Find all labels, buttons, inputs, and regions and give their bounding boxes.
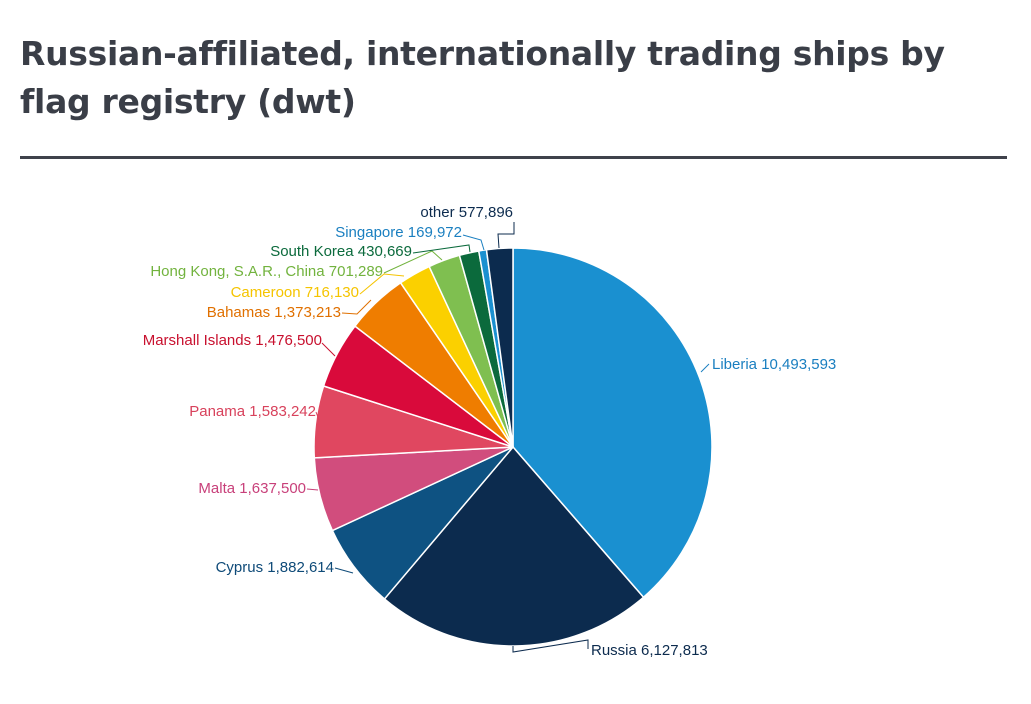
leader-line bbox=[306, 488, 319, 491]
chart-title: Russian-affiliated, internationally trad… bbox=[20, 34, 945, 121]
slice-label: Malta 1,637,500 bbox=[198, 480, 306, 497]
leader-line bbox=[341, 299, 372, 315]
leader-lines bbox=[306, 222, 710, 653]
pie-slice-russia bbox=[383, 445, 645, 647]
slice-label: Marshall Islands 1,476,500 bbox=[143, 332, 322, 349]
slice-label: Cyprus 1,882,614 bbox=[216, 559, 334, 576]
slice-label: Panama 1,583,242 bbox=[189, 403, 316, 420]
leader-line bbox=[383, 250, 443, 274]
slice-label: Cameroon 716,130 bbox=[231, 284, 359, 301]
title-divider bbox=[20, 156, 1007, 159]
leader-line bbox=[321, 342, 336, 357]
leader-line bbox=[497, 222, 515, 249]
leader-line bbox=[700, 363, 710, 373]
slice-label: Russia 6,127,813 bbox=[591, 642, 708, 659]
leader-line bbox=[315, 411, 320, 421]
pie-slices bbox=[313, 247, 713, 647]
leader-line bbox=[334, 567, 354, 574]
slice-label: other 577,896 bbox=[420, 204, 513, 221]
slice-label: Hong Kong, S.A.R., China 701,289 bbox=[150, 263, 383, 280]
pie-slice-other bbox=[485, 247, 514, 448]
leader-line bbox=[412, 244, 471, 254]
slice-label: South Korea 430,669 bbox=[270, 243, 412, 260]
slice-labels: Liberia 10,493,593 Russia 6,127,813 Cyprus… bbox=[143, 204, 837, 659]
leader-line bbox=[462, 234, 485, 251]
slice-label: Liberia 10,493,593 bbox=[712, 356, 836, 373]
leader-line bbox=[512, 639, 589, 653]
leader-line bbox=[359, 273, 405, 295]
slice-label: Bahamas 1,373,213 bbox=[207, 304, 341, 321]
pie-slice-liberia bbox=[512, 247, 713, 599]
slice-label: Singapore 169,972 bbox=[335, 224, 462, 241]
